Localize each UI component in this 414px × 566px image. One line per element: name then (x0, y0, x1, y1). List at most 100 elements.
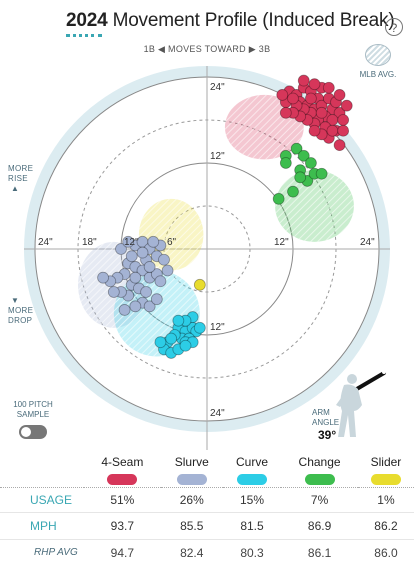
pitch-point[interactable] (118, 304, 131, 316)
pitch-point[interactable] (129, 271, 142, 284)
ring-label-left-12: 12" (124, 237, 139, 248)
more-drop-line2: DROP (8, 316, 33, 325)
pitch-point[interactable] (333, 89, 346, 101)
pitch-point[interactable] (161, 264, 174, 277)
pitch-point[interactable] (129, 300, 142, 313)
pitch-point[interactable] (276, 89, 289, 101)
pitch-point[interactable] (326, 124, 339, 137)
usage-row: USAGE 51% 26% 15% 7% 1% (0, 486, 414, 513)
pitch-point[interactable] (125, 250, 138, 263)
pitch-name: Curve (235, 455, 268, 469)
pitch-point[interactable] (193, 278, 206, 291)
ring-label-bottom-24: 24" (210, 408, 225, 419)
pitch-color-pill[interactable] (176, 473, 207, 485)
pitch-point[interactable] (193, 321, 206, 334)
pitch-point[interactable] (337, 114, 350, 126)
pitch-name: Change (298, 455, 341, 469)
pitch-point[interactable] (305, 92, 317, 105)
pitch-point[interactable] (154, 275, 167, 288)
ring-label-right-12: 12" (274, 237, 289, 248)
pitch-point[interactable] (305, 157, 317, 169)
pitch-point[interactable] (179, 339, 192, 352)
more-rise-line1: MORE (8, 164, 34, 173)
pitch-point[interactable] (308, 124, 321, 137)
pitch-point[interactable] (140, 286, 152, 298)
pitch-point[interactable] (122, 235, 135, 248)
title-text: Movement Profile (Induced Break) (112, 10, 395, 31)
pitch-point[interactable] (136, 246, 149, 259)
direction-label: 1B ◀ MOVES TOWARD ▶ 3B (143, 44, 271, 54)
up-arrow-icon: ▲ (11, 184, 20, 193)
pitch-point[interactable] (287, 92, 299, 105)
arm-label-line2: ANGLE (312, 418, 340, 427)
toggle-knob (21, 427, 31, 437)
pitch-name: Slurve (174, 455, 209, 469)
ring-label-left-24: 24" (38, 237, 53, 248)
pitch-point[interactable] (297, 149, 310, 162)
pitch-point[interactable] (147, 235, 160, 248)
pitch-point[interactable] (315, 106, 328, 119)
movement-chart: 24" 12" 12" 24" 24" 18" 12" 6" 12" 24" (24, 66, 390, 450)
pitch-point[interactable] (290, 142, 303, 155)
rhp-avg-value: 82.4 (180, 545, 204, 560)
pitch-point[interactable] (272, 192, 285, 205)
pitch-point[interactable] (287, 185, 299, 198)
down-arrow-icon: ▼ (11, 296, 20, 305)
pitch-point[interactable] (315, 167, 328, 180)
arm-label-line1: ARM (312, 408, 330, 417)
pitch-point[interactable] (337, 124, 350, 137)
pitch-sample-toggle[interactable] (19, 425, 47, 439)
pitch-color-pill[interactable] (107, 473, 138, 485)
pitch-point[interactable] (97, 271, 109, 284)
pitch-point[interactable] (172, 314, 185, 327)
arm-angle-label: ARM ANGLE (312, 408, 339, 428)
rhp-avg-value: 86.0 (374, 545, 398, 560)
ring-label-top-12: 12" (210, 151, 225, 162)
rhp-avg-label: RHP AVG (34, 547, 78, 558)
pitcher-silhouette-icon (336, 370, 386, 437)
mph-value: 86.9 (281, 512, 358, 540)
pitch-color-pill[interactable] (370, 473, 401, 485)
rhp-avg-value: 86.1 (307, 545, 332, 560)
more-drop-label: ▼ MORE DROP (8, 296, 33, 326)
pitch-point[interactable] (322, 81, 335, 94)
pitch-color-pill[interactable] (236, 473, 267, 485)
pitch-point[interactable] (165, 332, 178, 345)
pitch-point[interactable] (107, 286, 120, 298)
title-year: 2024 (66, 10, 108, 31)
pitch-point[interactable] (279, 157, 292, 169)
mph-value: 93.7 (84, 512, 161, 540)
pitch-point[interactable] (115, 243, 127, 255)
pitch-point[interactable] (143, 300, 156, 313)
pitch-point[interactable] (340, 99, 353, 112)
pitch-point[interactable] (297, 74, 310, 87)
usage-value: 26% (160, 486, 223, 513)
rhp-avg-value: 80.3 (240, 545, 264, 560)
pitch-point[interactable] (294, 171, 307, 184)
help-button[interactable]: ? (385, 18, 403, 36)
pitch-point[interactable] (279, 106, 292, 119)
ring-label-bottom-12: 12" (210, 322, 225, 333)
mph-value: 86.2 (357, 512, 414, 540)
usage-value: 15% (222, 486, 282, 513)
mph-label: MPH (0, 512, 84, 540)
usage-label: USAGE (0, 486, 84, 513)
mlb-avg-legend: MLB AVG. (354, 44, 402, 79)
pitch-name-row: 4-Seam Slurve Curve Change Slider (0, 455, 414, 469)
pitch-point[interactable] (158, 253, 170, 266)
pitch-point[interactable] (308, 78, 321, 91)
pitch-color-pill[interactable] (304, 473, 335, 485)
pitch-stats-table: 4-Seam Slurve Curve Change Slider USAGE … (0, 455, 414, 566)
pitch-point[interactable] (154, 336, 167, 349)
mph-value: 85.5 (160, 512, 223, 540)
page-title: 2024 Movement Profile (Induced Break) (66, 10, 395, 32)
usage-value: 7% (281, 486, 358, 513)
usage-value: 1% (357, 486, 414, 513)
toggle-label-line1: 100 PITCH (13, 400, 53, 409)
more-drop-line1: MORE (8, 306, 34, 315)
ring-label-left-18: 18" (82, 237, 97, 248)
pitch-point[interactable] (150, 293, 163, 306)
pitch-point[interactable] (143, 261, 156, 273)
pitch-point[interactable] (333, 139, 346, 151)
mph-row: MPH 93.7 85.5 81.5 86.9 86.2 (0, 512, 414, 540)
